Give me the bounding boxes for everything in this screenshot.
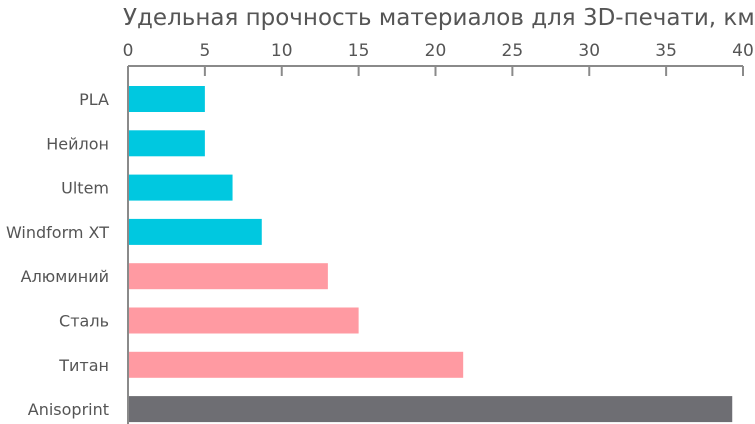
x-tick-label: 40 — [732, 41, 754, 61]
category-label: Нейлон — [46, 134, 109, 153]
category-label: Anisoprint — [28, 400, 109, 419]
bar — [129, 263, 328, 290]
category-label: PLA — [79, 90, 109, 109]
chart-title: Удельная прочность материалов для 3D-печ… — [123, 5, 755, 31]
bar — [129, 86, 205, 112]
x-axis: 0 5 10 15 20 25 30 35 40 — [123, 41, 754, 424]
bar — [129, 396, 733, 423]
bars — [129, 86, 733, 423]
category-label: Ultem — [61, 179, 109, 198]
bar — [129, 130, 205, 157]
x-tick-label: 10 — [271, 41, 293, 61]
x-tick-label: 20 — [425, 41, 447, 61]
x-tick-label: 25 — [502, 41, 524, 61]
x-tick-label: 35 — [655, 41, 677, 61]
x-tick-label: 5 — [199, 41, 210, 61]
category-label: Титан — [58, 356, 109, 375]
bar — [129, 351, 464, 378]
category-label: Алюминий — [21, 267, 109, 286]
category-label: Сталь — [59, 312, 109, 331]
bar — [129, 218, 262, 245]
x-tick-label: 30 — [578, 41, 600, 61]
bar — [129, 307, 359, 334]
category-labels: PLA Нейлон Ultem Windform XT Алюминий Сталь Ти… — [6, 90, 109, 419]
bar — [129, 174, 233, 201]
x-tick-label: 0 — [123, 41, 134, 61]
category-label: Windform XT — [6, 223, 109, 242]
x-tick-label: 15 — [348, 41, 370, 61]
